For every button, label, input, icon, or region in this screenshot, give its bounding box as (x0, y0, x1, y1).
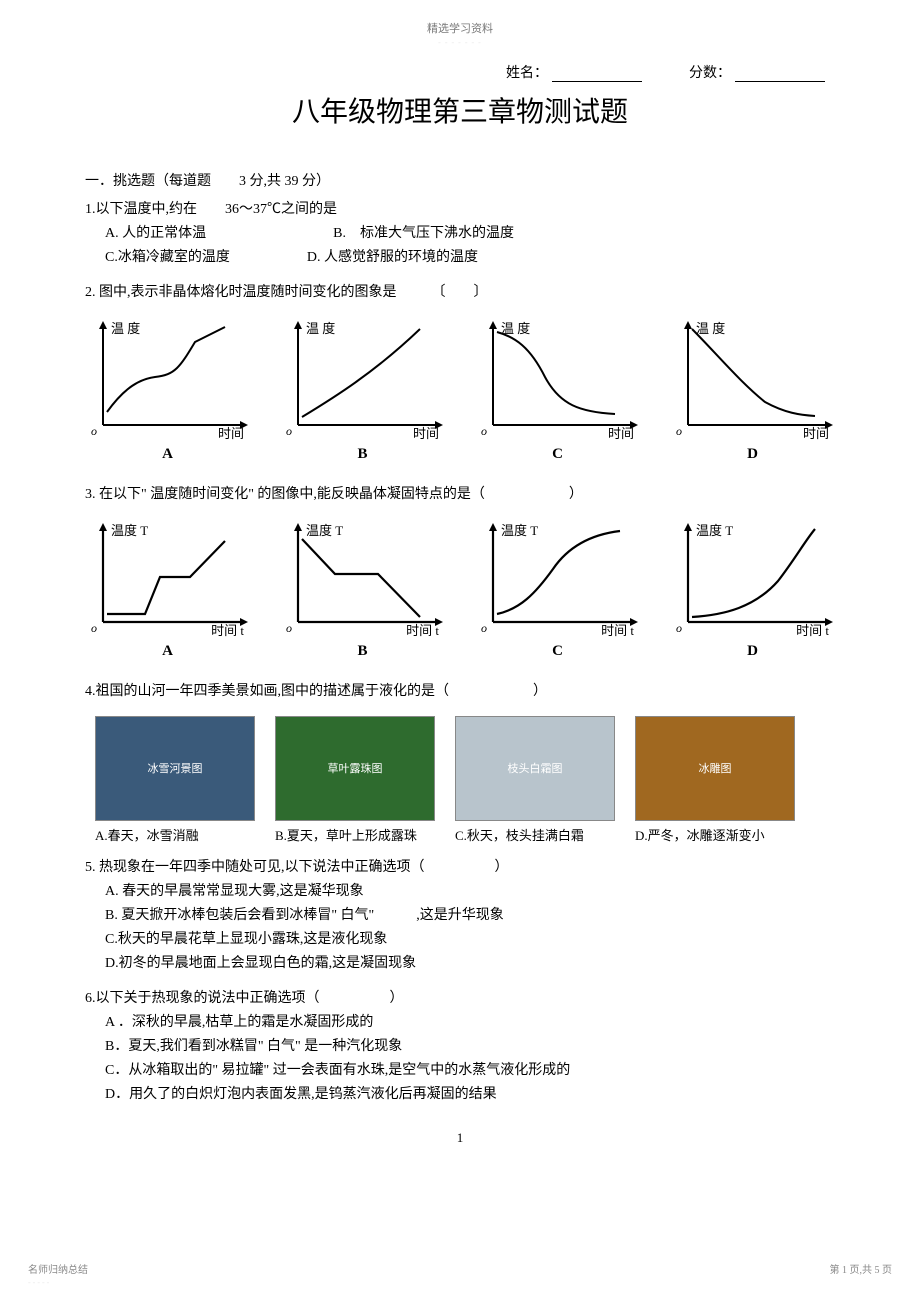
chart-letter-label: C (475, 643, 640, 660)
question-6: 6.以下关于热现象的说法中正确选项（ ） A ．深秋的早晨,枯草上的霜是水凝固形… (85, 987, 835, 1106)
name-label: 姓名： (506, 66, 548, 81)
q5-option-b: B. 夏天掀开冰棒包装后会看到冰棒冒" 白气" ,这是升华现象 (105, 904, 835, 928)
svg-text:温度 T: 温度 T (696, 523, 733, 538)
photo-image: 草叶露珠图 (275, 716, 435, 821)
q1-stem: 1.以下温度中,约在 36～37℃之间的是 (85, 198, 835, 222)
svg-text:温 度: 温 度 (306, 321, 335, 336)
chart-letter-label: B (280, 446, 445, 463)
svg-text:o: o (91, 424, 97, 437)
photo-caption: C.秋天，枝头挂满白霜 (455, 827, 615, 845)
question-2: 2. 图中,表示非晶体熔化时温度随时间变化的图象是 〔 〕 (85, 281, 835, 305)
q6-option-b: B．夏天,我们看到冰糕冒" 白气" 是一种汽化现象 (105, 1035, 835, 1059)
chart-b: 温 度o时间B (280, 317, 445, 463)
svg-text:o: o (481, 424, 487, 437)
q3-chart-row: 温度 To时间 tA温度 To时间 tB温度 To时间 tC温度 To时间 tD (85, 519, 835, 660)
name-blank[interactable] (552, 81, 642, 82)
photo-option-c: 枝头白霜图 C.秋天，枝头挂满白霜 (455, 716, 615, 845)
svg-text:o: o (676, 621, 682, 634)
question-1: 1.以下温度中,约在 36～37℃之间的是 A. 人的正常体温 B. 标准大气压… (85, 198, 835, 269)
chart-a: 温 度o时间A (85, 317, 250, 463)
q1-option-d: D. 人感觉舒服的环境的温度 (307, 250, 478, 265)
photo-option-d: 冰雕图 D.严冬，冰雕逐渐变小 (635, 716, 795, 845)
svg-text:温 度: 温 度 (501, 321, 530, 336)
svg-text:温度 T: 温度 T (111, 523, 148, 538)
question-3: 3. 在以下" 温度随时间变化" 的图像中,能反映晶体凝固特点的是（ ） (85, 483, 835, 507)
chart-letter-label: C (475, 446, 640, 463)
photo-option-a: 冰雪河景图 A.春天，冰雪消融 (95, 716, 255, 845)
chart-letter-label: D (670, 446, 835, 463)
q4-photo-row: 冰雪河景图 A.春天，冰雪消融 草叶露珠图 B.夏天，草叶上形成露珠 枝头白霜图 C.秋天… (95, 716, 835, 845)
document-title: 八年级物理第三章物测试题 (85, 90, 835, 130)
q6-option-d: D．用久了的白炽灯泡内表面发黑,是钨蒸汽液化后再凝固的结果 (105, 1083, 835, 1107)
q4-stem: 4.祖国的山河一年四季美景如画,图中的描述属于液化的是（ ） (85, 680, 835, 704)
q6-option-c: C．从冰箱取出的" 易拉罐" 过一会表面有水珠,是空气中的水蒸气液化形成的 (105, 1059, 835, 1083)
q5-stem: 5. 热现象在一年四季中随处可见,以下说法中正确选项（ ） (85, 856, 835, 880)
q6-stem: 6.以下关于热现象的说法中正确选项（ ） (85, 987, 835, 1011)
q1-option-a: A. 人的正常体温 (105, 226, 206, 241)
chart-b: 温度 To时间 tB (280, 519, 445, 660)
q5-option-c: C.秋天的早晨花草上显现小露珠,这是液化现象 (105, 928, 835, 952)
svg-text:温度 T: 温度 T (306, 523, 343, 538)
chart-d: 温度 To时间 tD (670, 519, 835, 660)
q1-option-c: C.冰箱冷藏室的温度 (105, 250, 230, 265)
svg-text:o: o (286, 424, 292, 437)
chart-c: 温 度o时间C (475, 317, 640, 463)
q3-stem: 3. 在以下" 温度随时间变化" 的图像中,能反映晶体凝固特点的是（ ） (85, 483, 835, 507)
footer-left-wm: - - - - - (28, 1278, 88, 1287)
page-header-subwatermark: - - - - - - - (0, 38, 920, 47)
q5-option-a: A. 春天的早晨常常显现大雾,这是凝华现象 (105, 880, 835, 904)
chart-a: 温度 To时间 tA (85, 519, 250, 660)
footer-right: 第 1 页,共 5 页 (830, 1261, 893, 1276)
section-1-heading: 一．挑选题（每道题 3 分,共 39 分） (85, 170, 835, 190)
score-label: 分数： (689, 66, 731, 81)
photo-option-b: 草叶露珠图 B.夏天，草叶上形成露珠 (275, 716, 435, 845)
photo-image: 枝头白霜图 (455, 716, 615, 821)
q2-chart-row: 温 度o时间A温 度o时间B温 度o时间C温 度o时间D (85, 317, 835, 463)
name-score-row: 姓名： 分数： (85, 62, 835, 82)
q6-option-a: A ．深秋的早晨,枯草上的霜是水凝固形成的 (105, 1011, 835, 1035)
q2-stem: 2. 图中,表示非晶体熔化时温度随时间变化的图象是 〔 〕 (85, 281, 835, 305)
photo-caption: B.夏天，草叶上形成露珠 (275, 827, 435, 845)
photo-image: 冰雕图 (635, 716, 795, 821)
chart-letter-label: A (85, 643, 250, 660)
chart-d: 温 度o时间D (670, 317, 835, 463)
photo-image: 冰雪河景图 (95, 716, 255, 821)
chart-letter-label: A (85, 446, 250, 463)
page-footer: 名师归纳总结 - - - - - 第 1 页,共 5 页 (0, 1261, 920, 1287)
photo-caption: D.严冬，冰雕逐渐变小 (635, 827, 795, 845)
footer-left: 名师归纳总结 (28, 1261, 88, 1276)
score-blank[interactable] (735, 81, 825, 82)
question-5: 5. 热现象在一年四季中随处可见,以下说法中正确选项（ ） A. 春天的早晨常常… (85, 856, 835, 975)
svg-text:o: o (676, 424, 682, 437)
svg-text:温度 T: 温度 T (501, 523, 538, 538)
page-content: 姓名： 分数： 八年级物理第三章物测试题 一．挑选题（每道题 3 分,共 39 … (0, 47, 920, 1176)
question-4: 4.祖国的山河一年四季美景如画,图中的描述属于液化的是（ ） (85, 680, 835, 704)
page-number: 1 (85, 1130, 835, 1146)
photo-caption: A.春天，冰雪消融 (95, 827, 255, 845)
chart-letter-label: D (670, 643, 835, 660)
q5-option-d: D.初冬的早晨地面上会显现白色的霜,这是凝固现象 (105, 952, 835, 976)
svg-text:o: o (286, 621, 292, 634)
page-header-watermark: 精选学习资料 (0, 0, 920, 36)
svg-text:温 度: 温 度 (111, 321, 140, 336)
chart-c: 温度 To时间 tC (475, 519, 640, 660)
q1-option-b: B. 标准大气压下沸水的温度 (333, 226, 514, 241)
svg-text:o: o (91, 621, 97, 634)
svg-text:o: o (481, 621, 487, 634)
chart-letter-label: B (280, 643, 445, 660)
svg-text:温 度: 温 度 (696, 321, 725, 336)
